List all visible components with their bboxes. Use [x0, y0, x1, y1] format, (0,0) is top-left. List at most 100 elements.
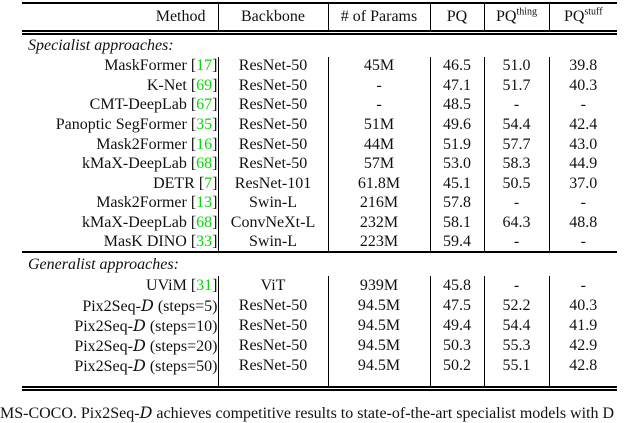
text-fragment: ] — [212, 116, 218, 134]
backbone-cell: Swin-L — [218, 193, 329, 214]
pq-thing-cell: - — [484, 276, 550, 297]
text-fragment: DETR [ — [153, 174, 205, 192]
citation-link[interactable]: 33 — [196, 233, 213, 251]
citation-link[interactable]: 68 — [196, 214, 213, 232]
column-header-pq-thing: PQthing — [484, 3, 550, 35]
header-label: Backbone — [241, 8, 305, 25]
table-row: Pix2Seq-D (steps=20) ResNet-50 94.5M 50.3 55… — [22, 336, 617, 357]
pq-cell: 50.2 — [430, 356, 485, 377]
params-cell: - — [328, 76, 431, 96]
pq-stuff-cell: 42.4 — [569, 116, 598, 134]
table-row: Pix2Seq-D (steps=5) ResNet-50 94.5M 47.5 52.… — [22, 296, 617, 317]
pq-thing-cell: 51.7 — [484, 76, 550, 96]
backbone-cell: Swin-L — [218, 232, 329, 253]
backbone-cell: ResNet-50 — [218, 76, 329, 96]
pq-stuff-cell: - — [580, 233, 586, 251]
pq-thing-cell: - — [484, 193, 550, 214]
text-fragment: CMT-DeepLab [ — [89, 96, 197, 114]
header-label: PQ — [446, 8, 468, 25]
pq-thing-cell: 57.7 — [484, 134, 550, 155]
script-d-glyph: D — [132, 316, 146, 336]
pq-stuff-cell: 43.0 — [569, 135, 598, 153]
text-fragment: ] — [212, 155, 218, 173]
text-fragment: K-Net [ — [146, 76, 197, 94]
spacer-cell — [328, 376, 431, 389]
text-fragment: MasK DINO [ — [103, 233, 197, 251]
table-row: Pix2Seq-D (steps=50) ResNet-50 94.5M 50.2 55… — [22, 356, 617, 377]
script-d-glyph: D — [139, 403, 153, 422]
text-fragment: ] — [212, 214, 218, 232]
params-cell: 57M — [328, 154, 431, 175]
script-d-glyph: D — [140, 296, 154, 316]
method-cell: MaskFormer [17] — [22, 56, 219, 77]
citation-link[interactable]: 31 — [196, 277, 213, 295]
backbone-cell: ResNet-50 — [218, 296, 329, 317]
citation-link[interactable]: 69 — [196, 76, 213, 94]
text-fragment: ] — [212, 233, 218, 251]
table-row: Panoptic SegFormer [35] ResNet-50 51M 49.6 5… — [22, 115, 617, 135]
table-row: kMaX-DeepLab [68] ConvNeXt-L 232M 58.1 64.3 4… — [22, 213, 617, 233]
method-cell: kMaX-DeepLab [68] — [22, 154, 219, 175]
pq-stuff-cell: 44.9 — [569, 155, 598, 173]
column-header-pq-stuff: PQstuff — [549, 3, 617, 35]
pq-stuff-cell: 40.3 — [569, 297, 598, 315]
text-fragment: Mask2Former [ — [96, 135, 197, 153]
method-cell: Pix2Seq-D (steps=50) — [22, 356, 219, 377]
header-label: PQ — [495, 8, 517, 25]
script-d-glyph: D — [132, 356, 146, 376]
method-cell: Panoptic SegFormer [35] — [22, 115, 219, 135]
table-row: UViM [31] ViT 939M 45.8- - — [22, 276, 617, 297]
citation-link[interactable]: 16 — [196, 135, 213, 153]
pq-stuff-cell: - — [580, 194, 586, 212]
pq-cell: 48.5 — [430, 95, 485, 116]
pq-thing-cell: - — [484, 95, 550, 116]
citation-link[interactable]: 67 — [196, 96, 213, 114]
pq-stuff-cell: 48.8 — [569, 214, 598, 232]
pq-cell: 57.8 — [430, 193, 485, 214]
pq-cell: 53.0 — [430, 154, 485, 175]
backbone-cell: ResNet-50 — [218, 56, 329, 77]
text-fragment: achieves competitive results to state-of… — [152, 405, 615, 422]
method-cell: Pix2Seq-D (steps=10) — [22, 316, 219, 337]
section-title: Generalist approaches: — [22, 251, 617, 277]
script-d-glyph: D — [132, 336, 146, 356]
citation-link[interactable]: 68 — [196, 155, 213, 173]
text-fragment: kMaX-DeepLab [ — [82, 214, 197, 232]
citation-link[interactable]: 7 — [204, 174, 213, 192]
pq-thing-cell: 51.0 — [484, 56, 550, 77]
method-cell: K-Net [69] — [22, 76, 219, 96]
params-cell: 223M — [328, 232, 431, 253]
spacer-cell — [430, 376, 485, 389]
spacer-row — [22, 376, 617, 389]
text-fragment: Pix2Seq- — [74, 338, 133, 356]
pq-thing-cell: 64.3 — [484, 213, 550, 233]
text-fragment: (steps=10) — [145, 318, 218, 336]
method-cell: Pix2Seq-D (steps=20) — [22, 336, 219, 357]
table-row: Pix2Seq-D (steps=10) ResNet-50 94.5M 49.4 54… — [22, 316, 617, 337]
pq-cell: 49.6 — [430, 115, 485, 135]
citation-link[interactable]: 35 — [196, 116, 213, 134]
citation-link[interactable]: 17 — [196, 57, 213, 75]
spacer-cell — [218, 376, 329, 389]
params-cell: 45M — [328, 56, 431, 77]
text-fragment: kMaX-DeepLab [ — [82, 155, 197, 173]
text-fragment: ] — [212, 194, 218, 212]
pq-thing-cell: 52.2 — [484, 296, 550, 317]
params-cell: 216M — [328, 193, 431, 214]
text-fragment: Mask2Former [ — [96, 194, 197, 212]
header-row: Method Backbone # of Params PQ PQthing P… — [22, 3, 617, 35]
pq-stuff-cell: 41.9 — [569, 317, 598, 335]
pq-cell: 46.5 — [430, 56, 485, 77]
method-cell: CMT-DeepLab [67] — [22, 95, 219, 116]
table-row: K-Net [69] ResNet-50-47.1 51.7 40.3 — [22, 76, 617, 96]
table-row: MaskFormer [17] ResNet-50 45M 46.5 51.0 39.8 — [22, 56, 617, 77]
text-fragment: Pix2Seq- — [74, 358, 133, 376]
citation-link[interactable]: 13 — [196, 194, 213, 212]
results-table: Method Backbone # of Params PQ PQthing P… — [22, 2, 617, 391]
backbone-cell: ResNet-50 — [218, 356, 329, 377]
pq-stuff-cell: - — [580, 277, 586, 295]
pq-cell: 51.9 — [430, 134, 485, 155]
text-fragment: MS-COCO. Pix2Seq- — [0, 405, 140, 422]
text-fragment: (steps=20) — [145, 338, 218, 356]
params-cell: 94.5M — [328, 296, 431, 317]
